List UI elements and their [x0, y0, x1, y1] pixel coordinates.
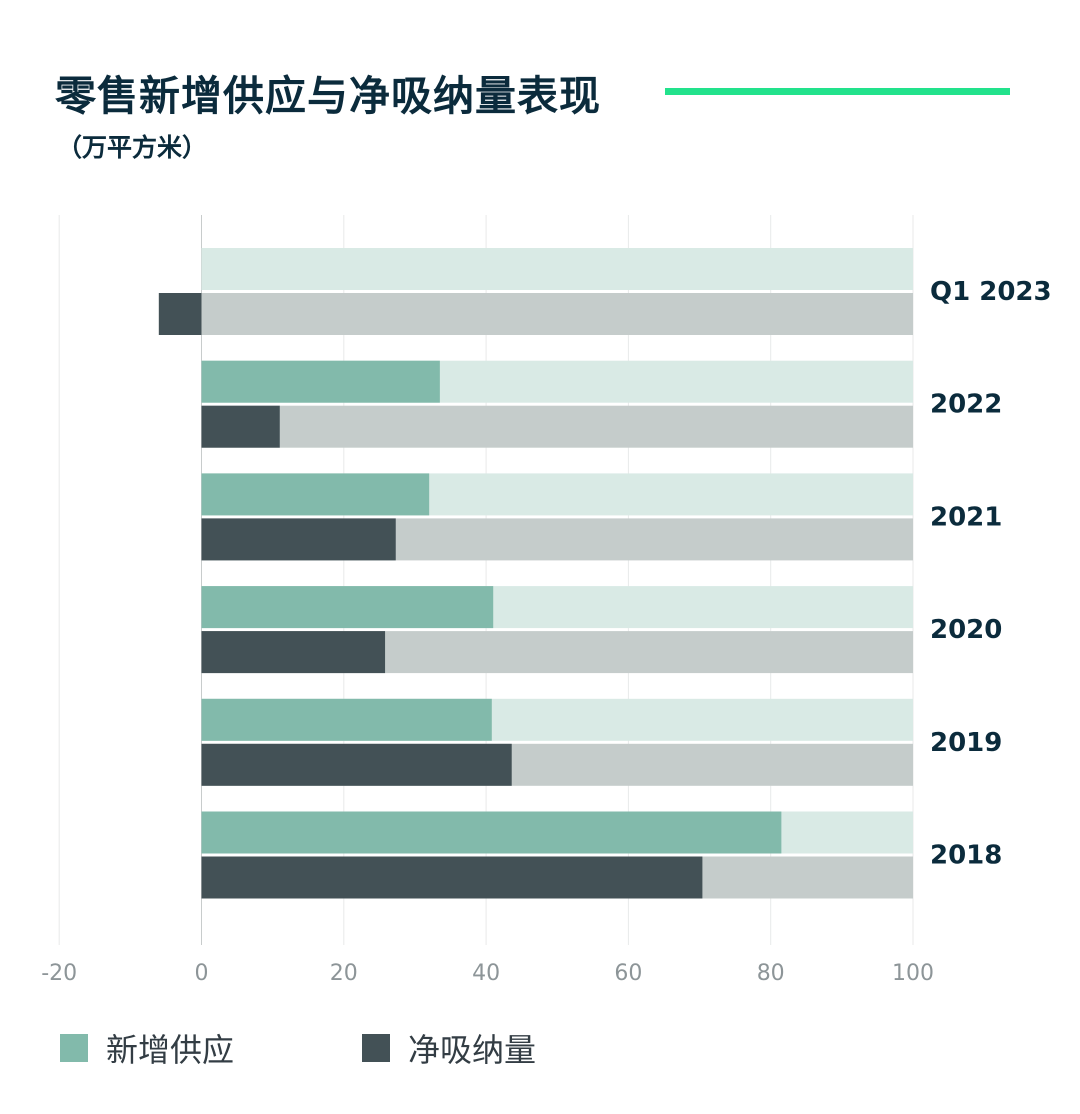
x-tick-label: -20 — [41, 961, 77, 986]
legend-label-supply: 新增供应 — [106, 1031, 235, 1069]
chart-unit-subtitle: （万平方米） — [57, 133, 208, 162]
absorption-track-bar — [201, 405, 913, 448]
supply-bar — [201, 360, 440, 403]
absorption-bar — [201, 631, 386, 674]
supply-bar — [201, 698, 492, 741]
absorption-bar — [158, 293, 202, 335]
legend-item-absorption: 净吸纳量 — [362, 1025, 536, 1071]
legend-swatch-absorption — [362, 1034, 390, 1062]
category-label: Q1 2023 — [930, 277, 1052, 307]
absorption-bar — [201, 743, 512, 786]
x-tick-label: 20 — [330, 961, 358, 986]
supply-track-bar — [201, 248, 913, 290]
legend-swatch-supply — [60, 1034, 88, 1062]
category-label: 2022 — [930, 390, 1002, 420]
category-label: 2020 — [930, 615, 1002, 645]
absorption-track-bar — [201, 293, 913, 335]
category-label: 2019 — [930, 728, 1002, 758]
chart-title: 零售新增供应与净吸纳量表现 — [55, 72, 601, 120]
legend-label-absorption: 净吸纳量 — [408, 1031, 537, 1069]
absorption-bar — [201, 856, 703, 899]
legend-item-supply: 新增供应 — [60, 1025, 234, 1071]
category-label: 2018 — [930, 841, 1002, 871]
absorption-bar — [201, 518, 396, 561]
category-label: 2021 — [930, 502, 1002, 532]
supply-bar — [201, 586, 494, 629]
x-tick-label: 40 — [472, 961, 500, 986]
x-tick-label: 80 — [757, 961, 785, 986]
title-accent-rule — [665, 88, 1010, 95]
x-tick-label: 60 — [614, 961, 642, 986]
supply-bar — [201, 811, 782, 854]
supply-bar — [201, 473, 430, 516]
x-tick-label: 100 — [892, 961, 934, 986]
absorption-bar — [201, 405, 280, 448]
x-tick-label: 0 — [195, 961, 209, 986]
